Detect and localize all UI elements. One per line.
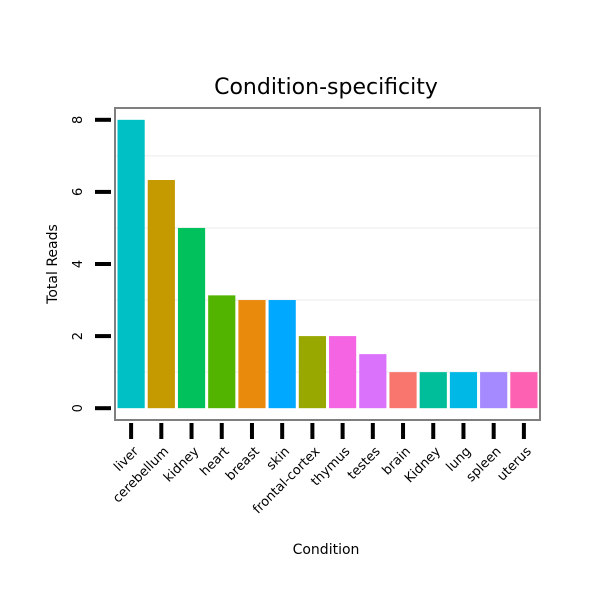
bar-liver — [117, 119, 145, 409]
bar-thymus — [329, 336, 357, 409]
bar-cerebellum — [147, 180, 175, 409]
y-tick-label: 8 — [71, 116, 86, 124]
bar-heart — [208, 295, 236, 409]
bar-breast — [238, 300, 266, 409]
bar-testes — [359, 354, 387, 409]
y-tick-label: 6 — [71, 188, 86, 196]
x-tick-label-uterus: uterus — [495, 444, 535, 484]
y-axis: 0 2 4 6 8 — [71, 116, 111, 412]
plot-frame — [114, 107, 541, 421]
x-tick-label-testes: testes — [345, 444, 384, 483]
bar-kidney — [419, 372, 447, 409]
x-tick-label-breast: breast — [223, 444, 263, 484]
bar-brain — [389, 372, 417, 409]
bar-kidney — [177, 227, 206, 409]
bar-skin — [268, 300, 296, 409]
y-tick-label: 4 — [71, 260, 86, 268]
y-tick-label: 2 — [71, 332, 86, 340]
bar-uterus — [510, 372, 538, 409]
x-axis-label: Condition — [293, 542, 360, 558]
y-tick-label: 0 — [71, 404, 86, 412]
bar-frontal-cortex — [298, 336, 326, 409]
bar-spleen — [480, 372, 508, 409]
bar-lung — [449, 372, 478, 409]
chart-title: Condition-specificity — [214, 75, 438, 100]
bars — [117, 119, 538, 409]
y-axis-label: Total Reads — [45, 224, 61, 305]
